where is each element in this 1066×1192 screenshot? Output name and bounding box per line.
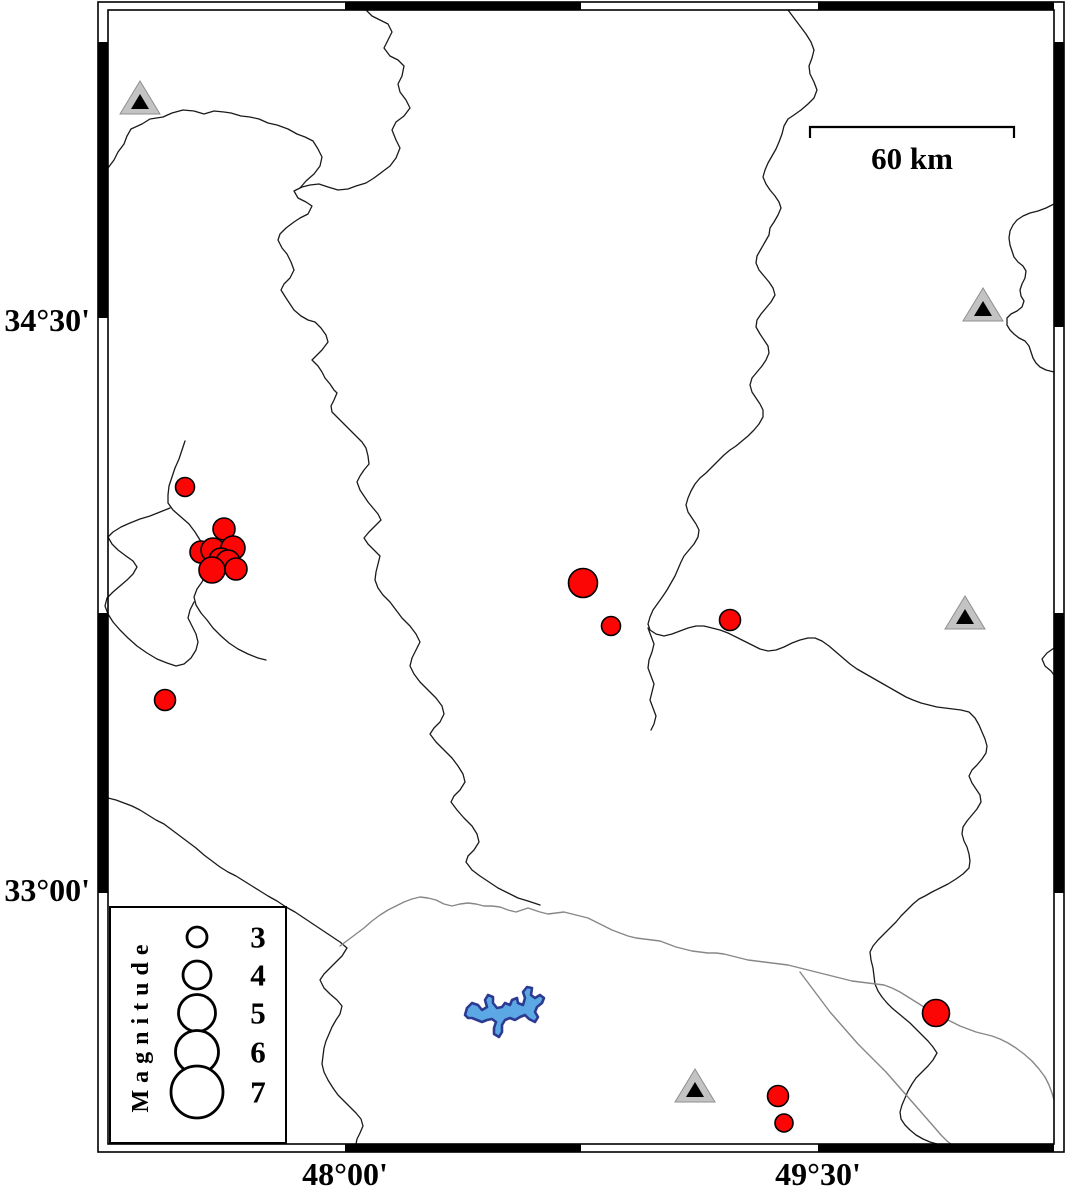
- earthquake-marker: [567, 567, 599, 599]
- province-boundaries: [104, 9, 1055, 1145]
- earthquake-marker: [600, 615, 622, 637]
- boundary-southwest: [107, 797, 364, 1145]
- legend-magnitude-circle: [185, 925, 209, 949]
- lon-label-49-30: 49°30': [775, 1156, 861, 1192]
- boundary-central: [277, 9, 541, 906]
- legend-magnitude-label: 3: [250, 920, 266, 955]
- earthquake-marker: [174, 476, 196, 498]
- legend-magnitude-label: 6: [250, 1035, 266, 1070]
- earthquake-marker: [766, 1084, 790, 1108]
- lon-label-48-00: 48°00': [302, 1156, 388, 1192]
- legend-magnitude-label: 5: [250, 996, 266, 1031]
- station-triangle-core: [956, 609, 974, 624]
- earthquake-marker: [774, 1113, 794, 1133]
- legend-magnitude-label: 7: [250, 1075, 266, 1110]
- earthquake-marker: [718, 608, 742, 632]
- lat-label-33-00: 33°00': [4, 872, 90, 908]
- river-east-west: [339, 896, 1055, 1101]
- lat-label-34-30: 34°30': [4, 302, 90, 338]
- station-triangle-core: [131, 94, 149, 109]
- boundary-east-spur: [647, 627, 657, 731]
- earthquake-marker: [224, 557, 248, 581]
- station-markers: [119, 80, 1004, 1103]
- earthquake-marker: [921, 998, 951, 1028]
- scale-bar-label: 60 km: [871, 141, 953, 176]
- station-triangle-core: [974, 301, 992, 316]
- legend-magnitude-circle: [181, 959, 213, 991]
- boundary-east: [647, 9, 988, 1145]
- station-triangle-core: [686, 1082, 704, 1097]
- river-branch-south: [799, 971, 952, 1145]
- boundary-cluster-hook: [104, 507, 199, 667]
- boundary-northwest: [107, 109, 323, 189]
- boundary-right-squiggle: [1041, 647, 1055, 676]
- legend-title: Magnitude: [128, 937, 154, 1113]
- earthquake-markers: [153, 476, 951, 1133]
- lake: [463, 985, 546, 1039]
- earthquake-marker: [153, 688, 177, 712]
- map-frame: [97, 1, 1065, 1153]
- legend-magnitude-label: 4: [250, 958, 266, 993]
- legend-circles: 345 6 7: [169, 920, 266, 1120]
- scale-bar: [808, 125, 1016, 138]
- legend-magnitude-circle: [169, 1064, 225, 1120]
- boundary-right-notch: [1006, 203, 1055, 373]
- earthquake-marker: [198, 556, 226, 584]
- legend-magnitude-circle: [177, 993, 217, 1033]
